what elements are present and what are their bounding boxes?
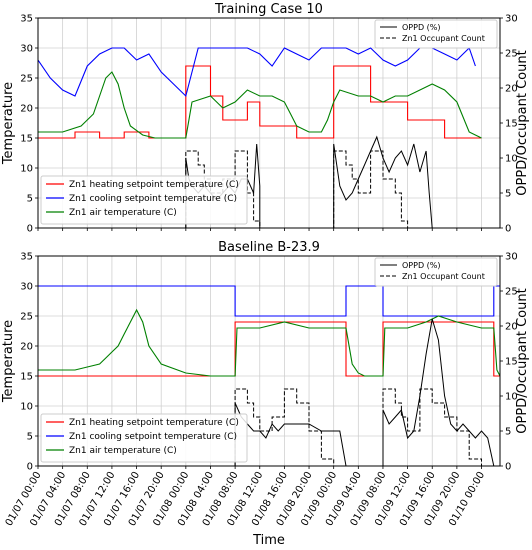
- legend-label: Zn1 air temperature (C): [69, 446, 177, 456]
- y2-tick-label: 10: [505, 154, 518, 165]
- legend-box-right: [374, 19, 498, 49]
- y-axis-label: Temperature: [1, 82, 16, 165]
- y-tick-label: 5: [27, 194, 33, 205]
- y-tick-label: 0: [27, 224, 33, 235]
- y-tick-label: 20: [20, 342, 33, 353]
- legend-box-right: [374, 257, 498, 287]
- legend-label: Zn1 cooling setpoint temperature (C): [69, 432, 237, 442]
- y-tick-label: 15: [20, 134, 33, 145]
- right-series-line-2: [234, 388, 494, 466]
- y-tick-label: 10: [20, 164, 33, 175]
- y-tick-label: 35: [20, 14, 33, 25]
- legend-label: OPPD (%): [402, 261, 441, 270]
- y-tick-label: 5: [27, 432, 33, 443]
- legend-label: Zn1 air temperature (C): [69, 208, 177, 218]
- y2-tick-label: 30: [505, 14, 518, 25]
- y2-tick-label: 15: [505, 357, 518, 368]
- legend-label: Zn1 heating setpoint temperature (C): [69, 418, 239, 428]
- plot-frame: [37, 17, 501, 229]
- y-tick-label: 25: [20, 74, 33, 85]
- series-line-3: [38, 71, 482, 139]
- y-tick-label: 30: [20, 44, 33, 55]
- y-tick-label: 15: [20, 372, 33, 383]
- legend-label: Zn1 cooling setpoint temperature (C): [69, 194, 237, 204]
- x-axis-label: Time: [252, 533, 285, 548]
- y2-tick-label: 25: [505, 287, 518, 298]
- y2-tick-label: 30: [505, 252, 518, 263]
- series-line-3: [38, 308, 500, 377]
- y-tick-label: 20: [20, 104, 33, 115]
- y-tick-label: 30: [20, 282, 33, 293]
- chart-title: Baseline B-23.9: [218, 240, 320, 255]
- y2-tick-label: 25: [505, 49, 518, 60]
- legend-label: OPPD (%): [402, 23, 441, 32]
- y-tick-label: 25: [20, 312, 33, 323]
- legend-box: [40, 413, 248, 463]
- series-line-2: [38, 47, 476, 98]
- y-tick-label: 0: [27, 462, 33, 473]
- right-series-line-1: [234, 318, 495, 466]
- y-tick-label: 35: [20, 252, 33, 263]
- plot-frame: [37, 255, 501, 467]
- series-line-1: [38, 65, 482, 139]
- chart-title: Training Case 10: [214, 2, 323, 17]
- legend-box: [40, 175, 248, 225]
- y2-axis-label: OPPD/Occupant Count: [515, 288, 530, 433]
- y2-tick-label: 20: [505, 322, 518, 333]
- y2-axis-label: OPPD/Occupant Count: [515, 50, 530, 195]
- y2-tick-label: 20: [505, 84, 518, 95]
- legend-label: Zn1 Occupant Count: [402, 272, 485, 281]
- plot-area: [38, 285, 500, 466]
- legend-label: Zn1 heating setpoint temperature (C): [69, 180, 239, 190]
- y-tick-label: 10: [20, 402, 33, 413]
- series-line-2: [38, 285, 500, 317]
- y2-tick-label: 5: [505, 189, 511, 200]
- y2-tick-label: 10: [505, 392, 518, 403]
- y-axis-label: Temperature: [1, 320, 16, 403]
- y2-tick-label: 0: [505, 224, 511, 235]
- y2-tick-label: 15: [505, 119, 518, 130]
- legend-label: Zn1 Occupant Count: [402, 34, 485, 43]
- y2-tick-label: 0: [505, 462, 511, 473]
- y2-tick-label: 5: [505, 427, 511, 438]
- chart-panel-1: 0 5 10 15 20 25 30 35 0 5 10 15 20 25 30 Training Case …: [1, 2, 530, 235]
